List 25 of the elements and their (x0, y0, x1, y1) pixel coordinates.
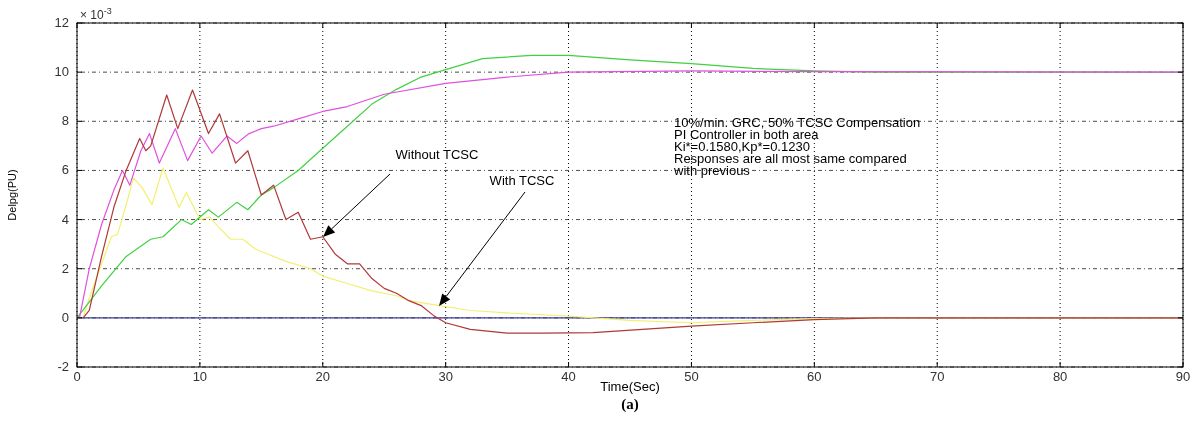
x-tick-label: 40 (561, 369, 576, 384)
y-tick-label: 0 (61, 309, 69, 325)
x-tick-label: 10 (192, 369, 208, 384)
x-tick-label: 20 (315, 369, 331, 384)
y-tick-label: 10 (54, 64, 69, 80)
x-tick-label: 80 (1052, 369, 1068, 384)
x-tick-label: 30 (438, 369, 453, 384)
x-tick-label: 0 (73, 369, 81, 384)
y-tick-label: -2 (57, 359, 69, 374)
x-tick-label: 60 (807, 369, 822, 384)
y-tick-label: 2 (61, 260, 69, 276)
annotation: Without TCSC (395, 147, 479, 162)
x-axis-title: Time(Sec) (600, 379, 660, 394)
y-axis-title: Delpg(PU) (6, 169, 18, 221)
x-tick-label: 70 (929, 369, 945, 384)
x-tick-label: 50 (684, 369, 699, 384)
annotation: With TCSC (489, 173, 555, 188)
y-tick-label: 12 (54, 15, 69, 30)
y-tick-label: 8 (61, 113, 69, 129)
text: (a) (621, 396, 639, 413)
x-tick-label: 90 (1175, 369, 1191, 384)
y-tick-label: 4 (61, 211, 69, 227)
y-tick-label: 6 (61, 162, 69, 178)
annotation: 10%/min. GRC, 50% TCSC Compensation PI Controller in both area Ki*=0.1580,Kp*=0.1230 Responses are all most same compared with previous (673, 115, 921, 178)
text: × 10$^{-3}$ (80, 6, 112, 22)
